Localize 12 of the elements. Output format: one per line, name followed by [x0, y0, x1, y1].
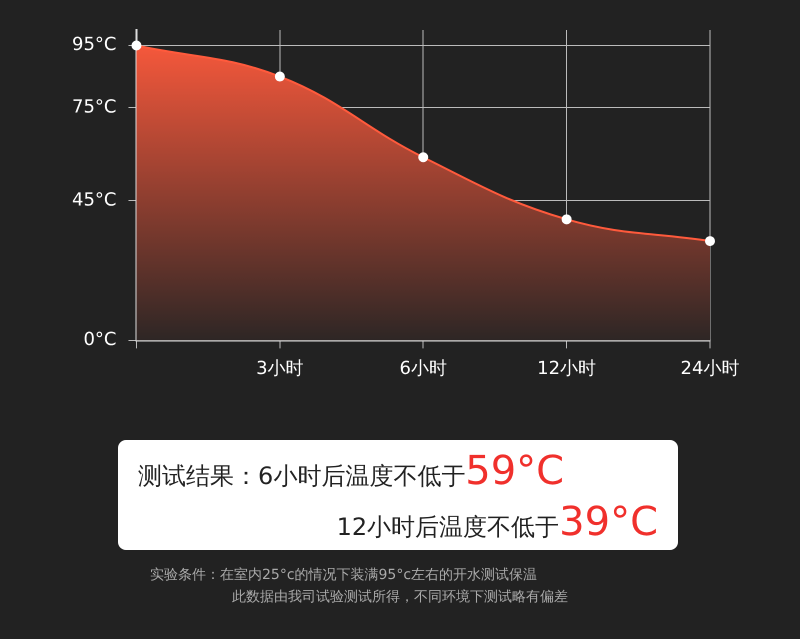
y-tick-label: 95°C: [72, 34, 116, 56]
y-tick-label: 45°C: [72, 189, 116, 210]
y-tick-label: 75°C: [72, 96, 116, 118]
text: 测试结果：6小时后温度不低于59°C: [138, 448, 564, 494]
x-tick-label: 12小时: [537, 358, 596, 379]
y-tick-label: 0°C: [83, 329, 116, 350]
x-tick-label: 3小时: [256, 358, 304, 379]
text: 实验条件：在室内25°c的情况下装满95°c左右的开水测试保温: [149, 566, 538, 585]
text: 此数据由我司试验测试所得，不同环境下测试略有偏差: [231, 588, 569, 607]
text: 12小时后温度不低于39°C: [336, 499, 658, 545]
x-tick-label: 24小时: [680, 358, 740, 379]
x-tick-label: 6小时: [400, 358, 447, 379]
